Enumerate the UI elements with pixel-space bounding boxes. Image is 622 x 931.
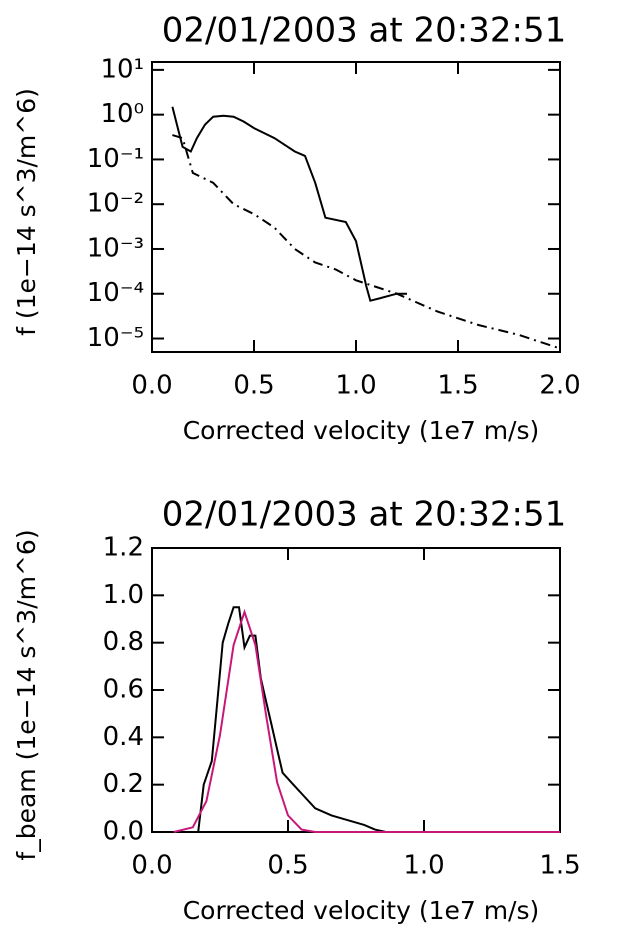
y-tick-label: 0.4 [103, 722, 144, 752]
series-line [197, 606, 438, 833]
x-tick-label: 0.0 [131, 371, 172, 401]
chart-title: 02/01/2003 at 20:32:51 [162, 11, 566, 51]
y-tick-label: 10⁻⁵ [87, 323, 144, 353]
y-tick-label: 10⁻⁴ [87, 278, 144, 308]
x-axis-label: Corrected velocity (1e7 m/s) [183, 416, 540, 445]
x-tick-label: 2.0 [539, 371, 580, 401]
series-line [171, 106, 407, 302]
y-tick-label: 10⁰ [100, 99, 144, 129]
y-axis-label: f_beam (1e−14 s^3/m^6) [12, 529, 41, 860]
x-axis-label: Corrected velocity (1e7 m/s) [183, 896, 540, 925]
plot-frame [151, 61, 561, 353]
y-tick-label: 0.8 [103, 627, 144, 657]
x-tick-label: 1.5 [539, 851, 580, 881]
y-tick-label: 10⁻¹ [87, 144, 144, 174]
y-tick-label: 0.2 [103, 769, 144, 799]
x-tick-label: 0.5 [267, 851, 308, 881]
y-tick-label: 0.0 [103, 817, 144, 847]
y-tick-label: 10¹ [100, 54, 144, 84]
chart-title: 02/01/2003 at 20:32:51 [162, 495, 566, 535]
x-tick-label: 0.0 [131, 851, 172, 881]
y-tick-label: 10⁻² [87, 189, 144, 219]
plot-frame [151, 547, 561, 833]
y-tick-label: 1.2 [103, 533, 144, 563]
x-tick-label: 1.0 [403, 851, 444, 881]
x-tick-label: 1.5 [437, 371, 478, 401]
y-axis-label: f (1e−14 s^3/m^6) [12, 88, 41, 336]
y-tick-label: 1.0 [103, 580, 144, 610]
y-tick-label: 10⁻³ [87, 233, 144, 263]
y-tick-label: 0.6 [103, 675, 144, 705]
x-tick-label: 1.0 [335, 371, 376, 401]
series-line [173, 608, 560, 833]
x-tick-label: 0.5 [233, 371, 274, 401]
series-line [172, 134, 561, 350]
